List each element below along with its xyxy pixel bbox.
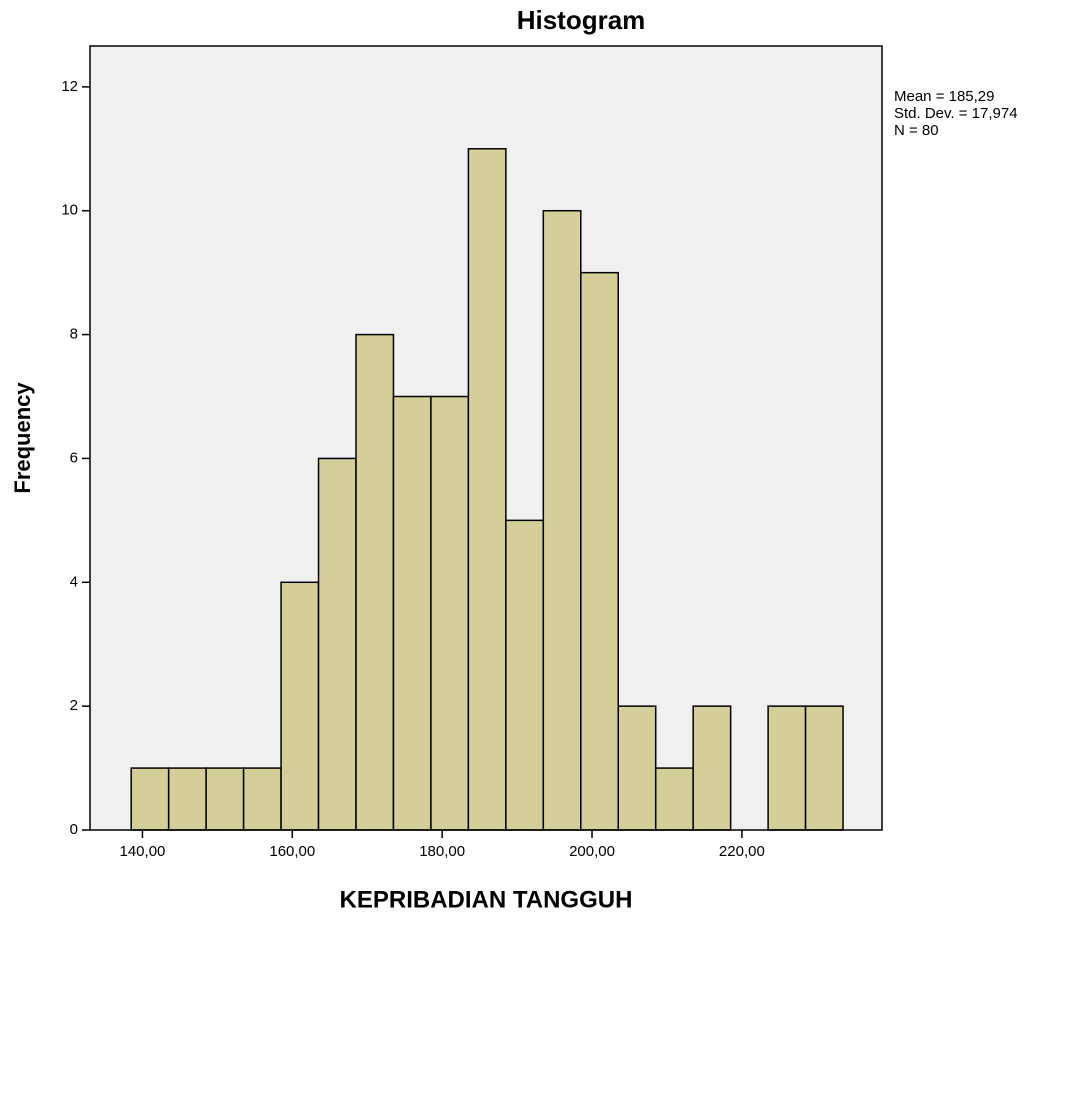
y-tick-label: 6 — [70, 449, 78, 466]
bar — [654, 767, 694, 831]
bar — [242, 767, 282, 831]
stats-box: Mean = 185,29 Std. Dev. = 17,974 N = 80 — [894, 88, 1018, 139]
bar — [467, 148, 507, 831]
x-tick-label: 160,00 — [269, 843, 315, 860]
x-tick-label: 140,00 — [120, 843, 166, 860]
bar — [505, 519, 545, 831]
y-tick-label: 2 — [70, 697, 78, 714]
stat-text: N = 80 — [894, 122, 939, 139]
bar — [430, 395, 470, 831]
y-tick-label: 0 — [70, 821, 78, 838]
y-tick-label: 12 — [61, 78, 78, 95]
bar — [205, 767, 245, 831]
y-axis-label: Frequency — [10, 382, 35, 494]
stat-text: Mean = 185,29 — [894, 88, 995, 105]
bar — [804, 705, 844, 831]
bar — [317, 457, 357, 831]
stat-text: Std. Dev. = 17,974 — [894, 105, 1018, 122]
x-axis-label: KEPRIBADIAN TANGGUH — [340, 886, 633, 913]
bar — [355, 333, 395, 831]
plot-border — [89, 45, 883, 831]
x-tick-label: 220,00 — [719, 843, 765, 860]
y-tick-label: 8 — [70, 326, 78, 343]
chart-title: Histogram — [517, 5, 646, 35]
bar — [767, 705, 807, 831]
bar — [130, 767, 170, 831]
bar — [580, 271, 619, 831]
y-tick-label: 10 — [61, 202, 78, 219]
bar — [692, 705, 732, 831]
bar — [392, 395, 432, 831]
y-tick-label: 4 — [70, 573, 78, 590]
x-tick-label: 180,00 — [419, 843, 465, 860]
bar — [167, 767, 207, 831]
x-tick-label: 200,00 — [569, 843, 615, 860]
bar — [617, 705, 657, 831]
bar — [542, 209, 582, 831]
bar — [280, 581, 320, 831]
